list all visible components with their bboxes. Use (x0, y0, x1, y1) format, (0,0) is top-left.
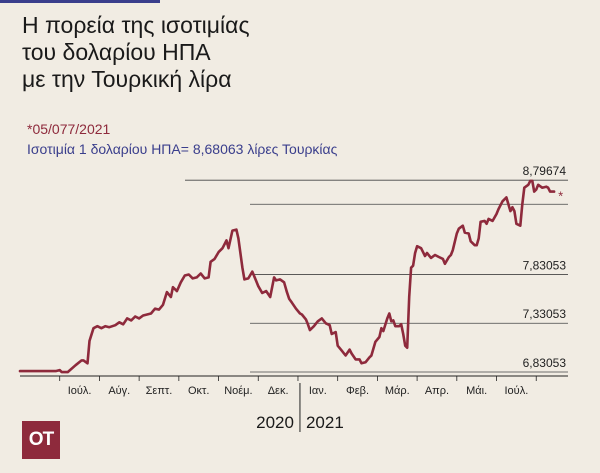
x-tick-label: Απρ. (425, 385, 449, 397)
top-accent-rule (0, 0, 160, 3)
title-line-2: του δολαρίου ΗΠΑ (22, 39, 211, 65)
title-line-1: Η πορεία της ισοτιμίας (22, 12, 250, 38)
x-tick-label: Οκτ. (188, 385, 209, 397)
y-tick-label: 7,83053 (523, 258, 567, 272)
series-line (18, 179, 556, 374)
x-tick-label: Μάι. (466, 385, 487, 397)
x-tick-label: Δεκ. (268, 385, 289, 397)
y-tick-label: 6,83053 (523, 356, 567, 370)
x-tick-label: Ιούλ. (68, 385, 92, 397)
x-tick-label: Αύγ. (108, 385, 130, 397)
x-tick-label: Ιαν. (309, 385, 327, 397)
x-tick-label: Νοέμ. (224, 385, 252, 397)
chart-title: Η πορεία της ισοτιμίας του δολαρίου ΗΠΑ … (22, 12, 382, 93)
title-line-3: με την Τουρκική λίρα (22, 66, 232, 92)
exchange-rate-label: Ισοτιμία 1 δολαρίου ΗΠΑ= 8,68063 λίρες Τ… (27, 141, 338, 157)
y-tick-label: 8,79674 (523, 164, 567, 178)
x-tick-label: Σεπτ. (146, 385, 173, 397)
y-tick-label: 7,33053 (523, 307, 567, 321)
date-label: *05/077/2021 (27, 121, 111, 137)
x-tick-label: Φεβ. (346, 385, 369, 397)
year-label-2020: 2020 (256, 413, 294, 432)
ot-logo: ΟΤ (22, 421, 60, 459)
end-annotation: * (558, 189, 563, 204)
x-tick-label: Μάρ. (385, 385, 410, 397)
year-label-2021: 2021 (306, 413, 344, 432)
x-tick-label: Ιούλ. (505, 385, 529, 397)
